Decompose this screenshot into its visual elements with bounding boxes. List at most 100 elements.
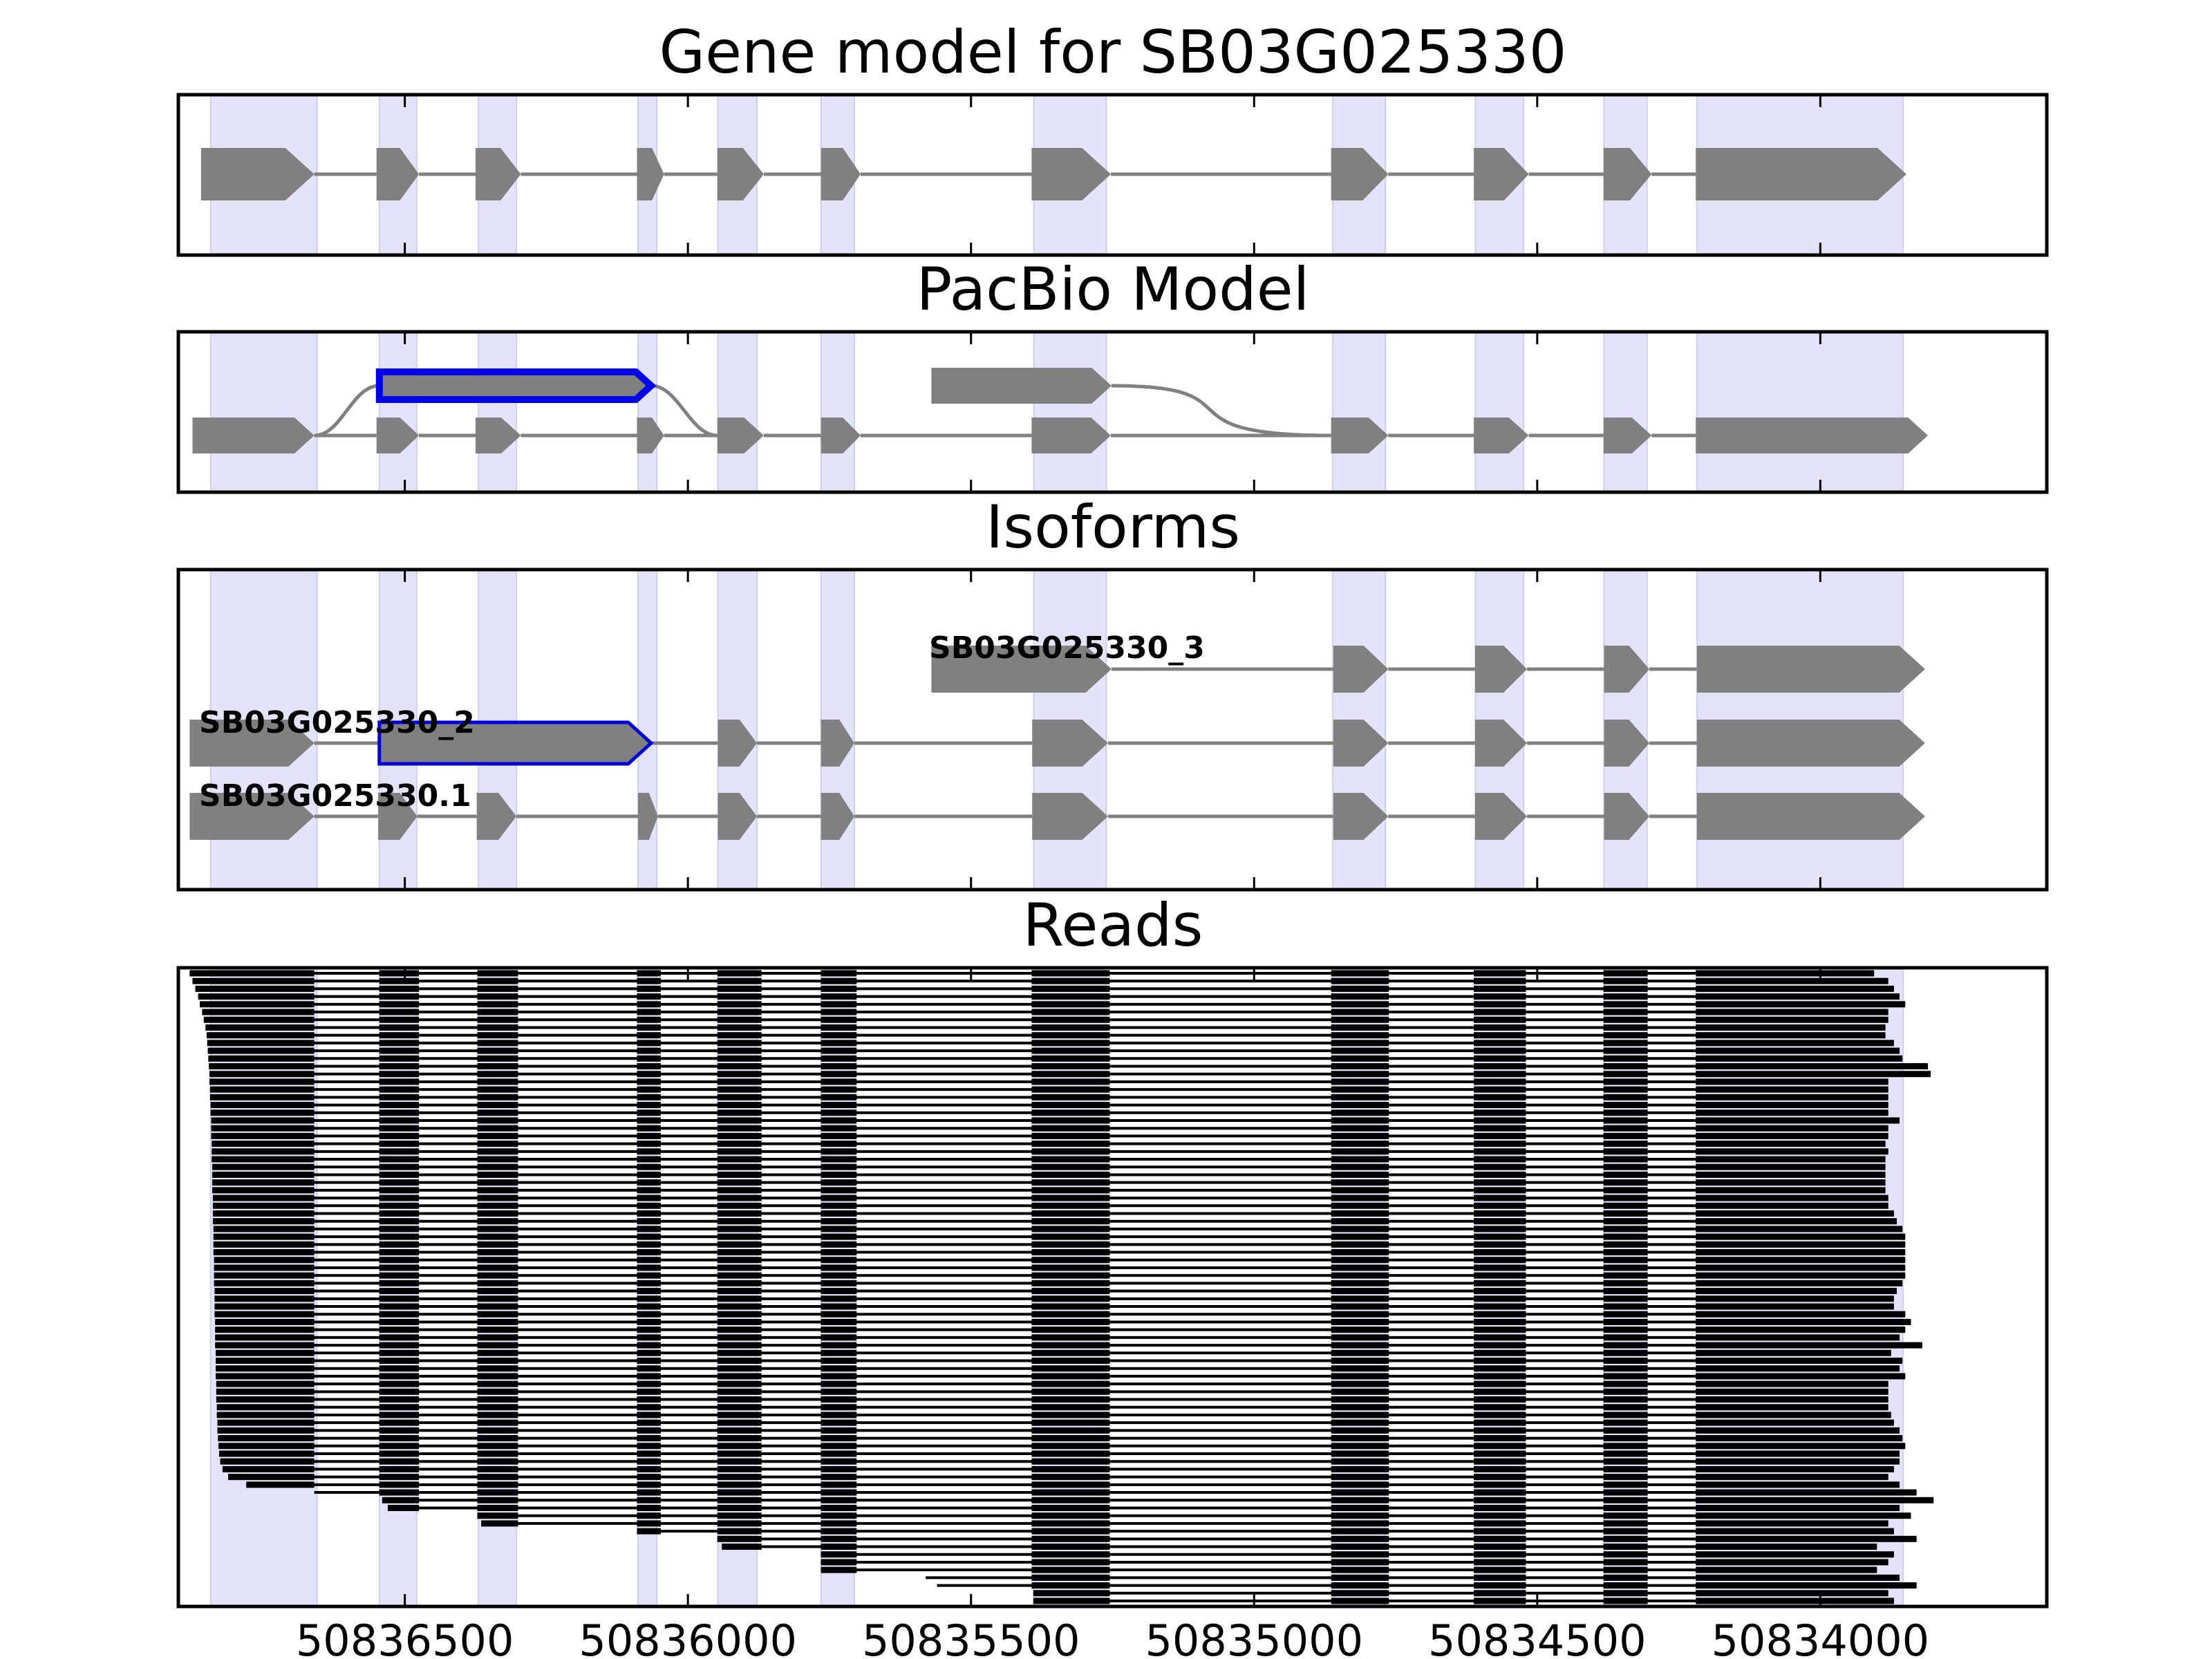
read-exon [1603, 970, 1648, 977]
gene-model-exon [1031, 148, 1111, 200]
read-exon [1331, 1450, 1389, 1457]
read-exon [821, 1396, 857, 1403]
read-exon [1696, 1443, 1906, 1450]
read-exon [477, 1016, 518, 1023]
read-exon [1474, 1465, 1526, 1472]
isoform-exon [1696, 720, 1925, 767]
read-exon [1474, 1535, 1526, 1542]
read-exon [637, 1349, 661, 1356]
read-exon [481, 1520, 518, 1527]
read-exon [1331, 1544, 1389, 1550]
read-exon [207, 1047, 315, 1054]
read-exon [1696, 1218, 1897, 1225]
read-exon [1331, 1163, 1389, 1170]
read-exon [477, 1512, 518, 1519]
exon-band [820, 331, 855, 493]
read-exon [379, 1024, 420, 1031]
read-exon [1603, 1443, 1648, 1450]
read-exon [1603, 1141, 1648, 1147]
read-exon [1474, 1590, 1526, 1597]
read-exon [1696, 1141, 1886, 1147]
exon-band [1696, 331, 1904, 493]
read-exon [379, 1156, 420, 1163]
read-exon [1474, 1574, 1526, 1581]
read-exon [208, 1055, 315, 1062]
read-exon [637, 1311, 661, 1318]
read-exon [1474, 1024, 1526, 1031]
read-exon [821, 1288, 857, 1295]
read-exon [1031, 1342, 1110, 1349]
pacbio-exon [821, 418, 861, 453]
read-exon [821, 1504, 857, 1511]
pacbio-exon [192, 418, 315, 453]
read-exon [379, 1264, 420, 1271]
read-exon [821, 993, 857, 1000]
read-exon [1696, 1566, 1877, 1573]
read-exon [1031, 1435, 1110, 1442]
reads-ticks [404, 968, 1821, 1606]
read-exon [477, 1179, 518, 1186]
read-exon [1031, 1450, 1110, 1457]
read-exon [717, 1512, 762, 1519]
read-exon [821, 1086, 857, 1093]
read-exon [821, 1141, 857, 1147]
read-exon [379, 1474, 420, 1481]
read-exon [821, 1102, 857, 1109]
read-exon [1031, 1388, 1110, 1395]
read-exon [1031, 1504, 1110, 1511]
read-exon [637, 1365, 661, 1372]
read-exon [1696, 1404, 1888, 1411]
gene-model-exon [1696, 148, 1906, 200]
read-exon [1031, 1566, 1110, 1573]
read-exon [821, 1365, 857, 1372]
read-exon [1474, 970, 1526, 977]
read-exon [1603, 1458, 1648, 1465]
gene-model-panel [176, 93, 2049, 257]
read-exon [216, 1365, 315, 1372]
read-exon [1474, 1001, 1526, 1008]
read-exon [379, 1179, 420, 1186]
read-exon [1603, 1194, 1648, 1201]
read-exon [717, 1412, 762, 1418]
read-exon [1603, 1427, 1648, 1434]
read-exon [1331, 1303, 1389, 1310]
read-exon [1331, 1295, 1389, 1302]
read-exon [717, 1373, 762, 1380]
exon-band [1603, 331, 1648, 493]
read-exon [1474, 1396, 1526, 1403]
read-exon [1031, 1280, 1110, 1286]
read-exon [717, 1040, 762, 1047]
read-exon [1696, 1241, 1906, 1248]
exon-band [478, 331, 517, 493]
read-exon [1603, 1566, 1648, 1573]
gene-model-exon [1474, 148, 1529, 200]
read-exon [821, 1380, 857, 1387]
read-exon [1331, 1357, 1389, 1364]
read-exon [218, 1443, 315, 1450]
read-exon [1603, 1489, 1648, 1496]
read-exon [379, 1210, 420, 1217]
read-exon [1696, 1574, 1900, 1581]
read-exon [637, 1001, 661, 1008]
read-exon [637, 1125, 661, 1132]
read-exon [637, 1295, 661, 1302]
read-exon [379, 1303, 420, 1310]
read-exon [477, 1218, 518, 1225]
read-exon [1474, 1342, 1526, 1349]
read-exon [379, 1412, 420, 1418]
read-exon [637, 1032, 661, 1039]
read-exon [1331, 970, 1389, 977]
gene-model-exon [476, 148, 521, 200]
read-exon [477, 1141, 518, 1147]
read-exon [1603, 1559, 1648, 1566]
read-exon [821, 1357, 857, 1364]
read-exon [637, 1148, 661, 1155]
read-exon [1031, 1465, 1110, 1472]
read-exon [821, 1349, 857, 1356]
read-exon [1474, 1109, 1526, 1116]
read-exon [1033, 1590, 1110, 1597]
read-exon [1474, 1327, 1526, 1333]
read-exon [379, 1078, 420, 1085]
read-exon [1331, 1280, 1389, 1286]
